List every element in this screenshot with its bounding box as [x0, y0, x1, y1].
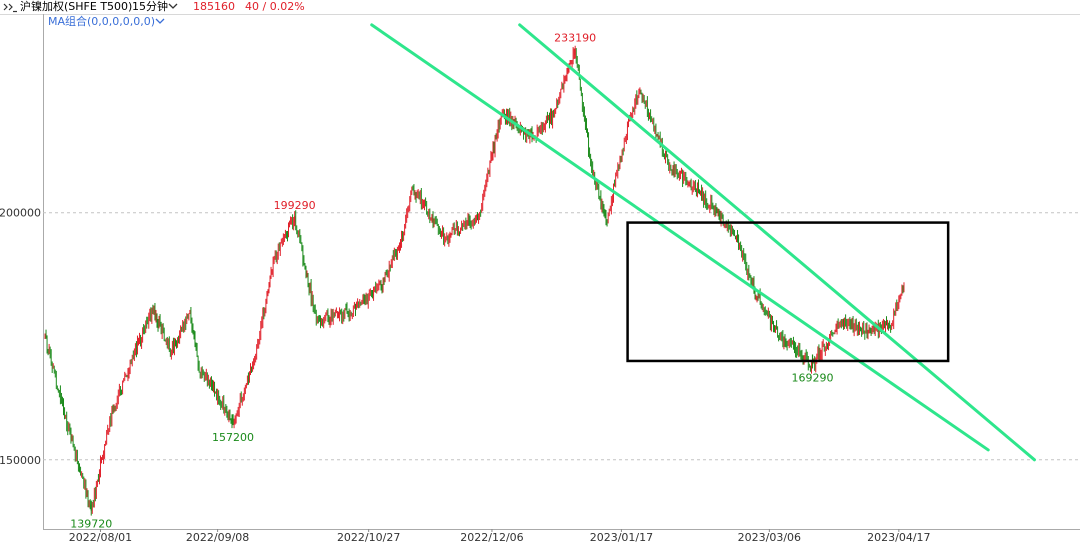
indicator-label: MA组合(0,0,0,0,0,0): [48, 15, 156, 28]
price-change: 40 / 0.02%: [245, 0, 305, 13]
period-label: 15分钟: [132, 0, 168, 13]
chart-header: 沪镍加权(SHFE T500) 15分钟 185160 40 / 0.02%: [0, 0, 1080, 14]
period-selector[interactable]: 15分钟: [132, 0, 178, 14]
extreme-label: 169290: [792, 371, 834, 384]
last-price: 185160: [193, 0, 235, 13]
x-tick-label: 2023/04/17: [867, 531, 930, 544]
channel-line: [518, 23, 1036, 462]
y-tick-label: 150000: [0, 454, 41, 467]
extreme-label: 157200: [212, 431, 254, 444]
indicator-selector[interactable]: MA组合(0,0,0,0,0,0): [48, 15, 166, 28]
extreme-label: 139720: [70, 518, 112, 531]
extreme-label: 233190: [554, 32, 596, 45]
x-tick-label: 2022/12/06: [460, 531, 523, 544]
y-tick-label: 200000: [0, 207, 41, 220]
x-tick-label: 2022/10/27: [337, 531, 400, 544]
chevron-down-icon: [168, 0, 178, 14]
symbol-name[interactable]: 沪镍加权(SHFE T500): [20, 0, 133, 13]
x-tick-label: 2023/01/17: [590, 531, 653, 544]
x-tick-label: 2022/08/01: [69, 531, 132, 544]
channel-line: [370, 23, 990, 452]
collapse-arrows-icon[interactable]: [2, 0, 18, 14]
highlight-box: [626, 221, 950, 363]
chevron-down-icon: [155, 15, 166, 28]
x-tick-label: 2022/09/08: [186, 531, 249, 544]
x-tick-label: 2023/03/06: [738, 531, 801, 544]
extreme-label: 199290: [274, 199, 316, 212]
